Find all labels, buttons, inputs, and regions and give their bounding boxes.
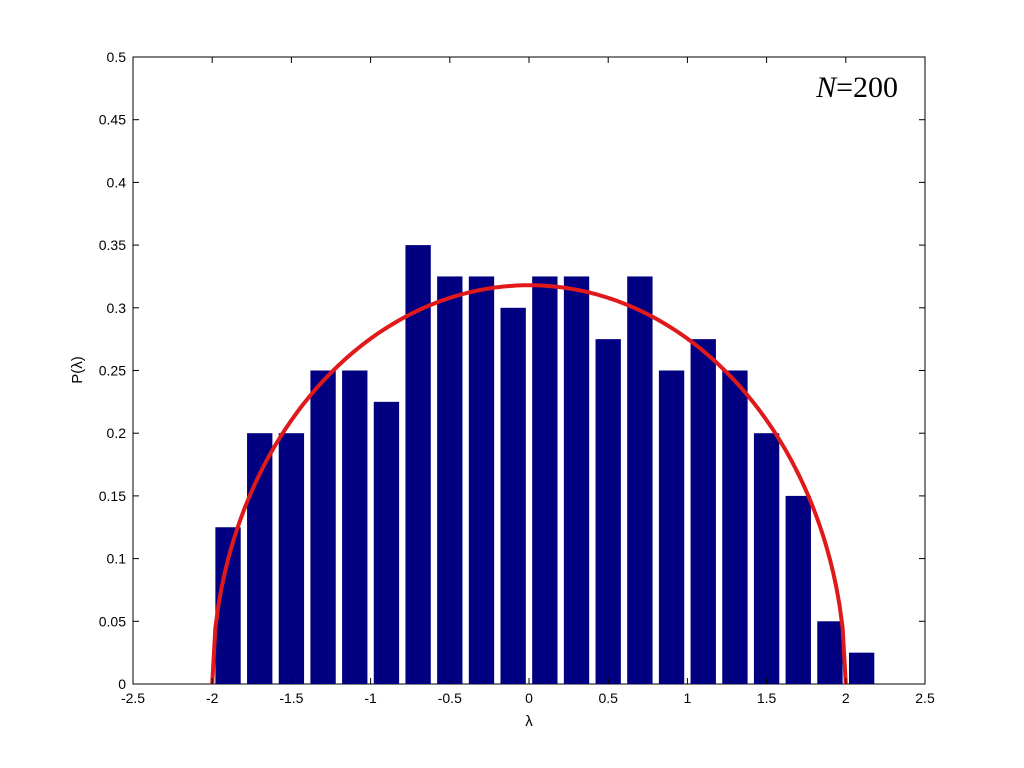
y-tick-label: 0.5: [107, 49, 127, 65]
histogram-bar: [690, 339, 716, 684]
x-tick-label: -2: [206, 690, 219, 706]
y-tick-label: 0.2: [107, 425, 127, 441]
x-axis-label: λ: [525, 713, 533, 730]
histogram-bar: [595, 339, 621, 684]
x-tick-label: -1.5: [279, 690, 303, 706]
y-tick-label: 0.3: [107, 300, 127, 316]
x-tick-label: -1: [364, 690, 377, 706]
bars-layer: [215, 245, 875, 684]
x-tick-label: -2.5: [121, 690, 145, 706]
y-tick-label: 0.4: [107, 174, 127, 190]
semicircle-curve: [210, 283, 848, 685]
sample-size-annotation: N=200: [815, 71, 898, 104]
y-axis-label: P(λ): [69, 356, 86, 384]
histogram-bar: [563, 276, 590, 684]
x-tick-label: 2: [842, 690, 850, 706]
y-tick-label: 0.35: [99, 237, 126, 253]
histogram-bar: [532, 276, 558, 684]
ticks-layer: [132, 56, 926, 685]
histogram-bar: [373, 401, 400, 684]
x-tick-label: 0: [525, 690, 533, 706]
histogram-bar: [848, 652, 875, 684]
histogram-bar: [310, 370, 336, 684]
histogram-bar: [405, 245, 431, 684]
histogram-bar: [817, 621, 843, 684]
x-tick-label: 1.5: [757, 690, 777, 706]
y-tick-label: 0.25: [99, 363, 126, 379]
y-tick-label: 0: [118, 676, 126, 692]
x-tick-label: 1: [684, 690, 692, 706]
x-tick-label: 2.5: [915, 690, 935, 706]
y-tick-label: 0.05: [99, 613, 126, 629]
tick-labels-layer: -2.5 -2 -1.5 -1 -0.5 0 0.5 1 1.5 2 2.5 0 0.05 0.1 0.15…: [99, 49, 935, 706]
y-tick-label: 0.15: [99, 488, 126, 504]
histogram-bar: [753, 433, 780, 684]
histogram-bar: [278, 433, 305, 684]
histogram-bar: [658, 370, 685, 684]
histogram-bar: [722, 370, 748, 684]
histogram-bar: [342, 370, 368, 684]
annotation-text: =200: [836, 71, 898, 104]
x-tick-label: 0.5: [598, 690, 618, 706]
histogram-bar: [437, 276, 463, 684]
histogram-bar: [468, 276, 495, 684]
histogram-bar: [785, 495, 811, 684]
histogram-bar: [627, 276, 653, 684]
y-tick-label: 0.45: [99, 112, 126, 128]
y-tick-label: 0.1: [107, 551, 127, 567]
histogram-bar: [500, 307, 526, 684]
x-tick-label: -0.5: [438, 690, 462, 706]
annotation-italic: N: [815, 71, 838, 104]
